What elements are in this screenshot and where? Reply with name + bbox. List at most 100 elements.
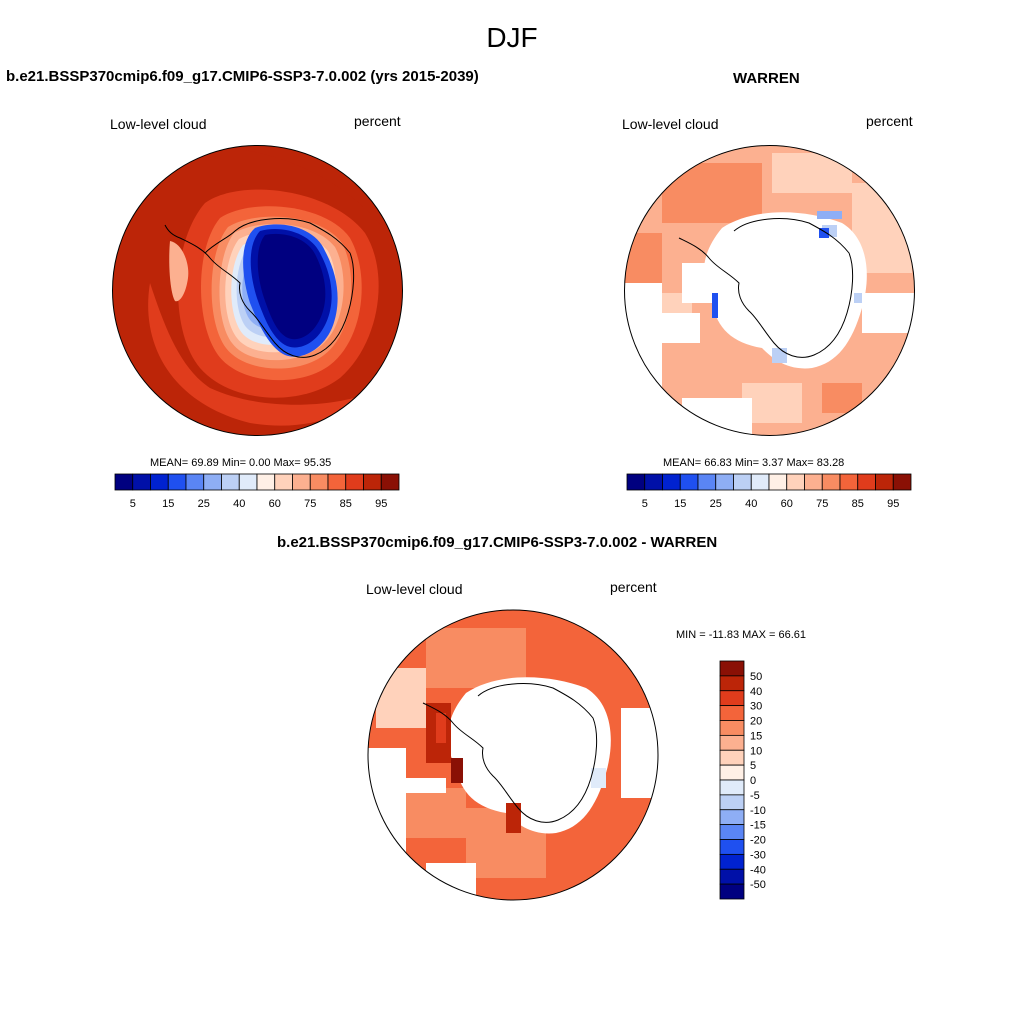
obs-colorbar-box (768, 473, 788, 491)
diff-polar-map (367, 609, 659, 901)
diff-colorbar-tick-label: -20 (750, 835, 766, 847)
model-colorbar-box (185, 473, 205, 491)
model-colorbar-box (380, 473, 400, 491)
model-colorbar-box (274, 473, 293, 491)
model-colorbar-box (221, 473, 240, 491)
diff-colorbar-box (719, 720, 745, 736)
diff-colorbar-tick-label: -5 (750, 790, 760, 802)
model-colorbar-tick-label: 75 (304, 498, 316, 510)
model-colorbar-box (114, 473, 134, 491)
figure-title: DJF (486, 22, 538, 53)
model-colorbar-ticks: 5 15 25 40 60 75 85 95 (130, 498, 388, 510)
model-colorbar-box (363, 473, 382, 491)
diff-colorbar-box (719, 779, 745, 796)
model-colorbar-box (203, 473, 222, 491)
obs-colorbar-box (715, 473, 734, 491)
diff-colorbar-box (719, 824, 745, 840)
model-colorbar-tick-label: 95 (375, 498, 387, 510)
obs-variable-label: Low-level cloud (622, 116, 719, 132)
diff-colorbar-tick-label: -40 (750, 864, 766, 876)
diff-colorbar-box (719, 764, 745, 781)
model-variable-label: Low-level cloud (110, 116, 207, 132)
diff-colorbar-box (719, 690, 745, 707)
model-colorbar-tick-label: 40 (233, 498, 245, 510)
obs-colorbar-box (786, 473, 805, 491)
diff-colorbar-tick-label: -15 (750, 820, 766, 832)
diff-colorbar-tick-label: 50 (750, 671, 762, 683)
diff-colorbar-box (719, 675, 745, 692)
model-colorbar-box (167, 473, 187, 491)
obs-polar-map (624, 145, 915, 436)
diff-colorbar-box (719, 705, 745, 721)
model-stats: MEAN= 69.89 Min= 0.00 Max= 95.35 (150, 457, 332, 469)
obs-colorbar-box (662, 473, 681, 491)
model-colorbar-box (132, 473, 151, 491)
obs-colorbar-box (857, 473, 876, 491)
obs-colorbar-box (644, 473, 663, 491)
obs-colorbar-tick-label: 60 (781, 498, 793, 510)
model-colorbar-tick-label: 5 (130, 498, 136, 510)
diff-colorbar-box (719, 868, 745, 885)
diff-colorbar-box (719, 853, 745, 870)
model-colorbar-box (292, 473, 311, 491)
obs-colorbar-tick-label: 75 (816, 498, 828, 510)
model-colorbar: 5 15 25 40 60 75 85 95 (114, 473, 400, 510)
model-colorbar-tick-label: 25 (198, 498, 210, 510)
model-colorbar-box (327, 473, 347, 491)
diff-stats: MIN = -11.83 MAX = 66.61 (676, 629, 807, 641)
obs-colorbar-box (804, 473, 823, 491)
diff-colorbar-box (719, 749, 745, 766)
diff-variable-label: Low-level cloud (366, 581, 463, 597)
diff-colorbar-boxes (719, 660, 745, 900)
model-colorbar-tick-label: 60 (269, 498, 281, 510)
obs-colorbar-box (750, 473, 770, 491)
obs-colorbar-box (821, 473, 841, 491)
obs-colorbar-tick-label: 95 (887, 498, 899, 510)
diff-units-label: percent (610, 579, 657, 595)
diff-colorbar-tick-label: -30 (750, 849, 766, 861)
model-colorbar-box (150, 473, 169, 491)
obs-units-label: percent (866, 113, 913, 129)
diff-colorbar-tick-label: -10 (750, 805, 766, 817)
model-colorbar-tick-label: 85 (340, 498, 352, 510)
model-colorbar-box (309, 473, 329, 491)
obs-stats: MEAN= 66.83 Min= 3.37 Max= 83.28 (663, 457, 845, 469)
diff-colorbar-tick-label: -50 (750, 879, 766, 891)
obs-colorbar-tick-label: 5 (642, 498, 648, 510)
diff-colorbar-box (719, 794, 745, 811)
model-colorbar-boxes (114, 473, 400, 491)
model-colorbar-box (238, 473, 258, 491)
diff-colorbar-tick-label: 15 (750, 730, 762, 742)
model-colorbar-box (345, 473, 364, 491)
obs-colorbar-boxes (626, 473, 912, 491)
obs-colorbar-box (626, 473, 646, 491)
obs-colorbar-box (733, 473, 752, 491)
model-panel-title: b.e21.BSSP370cmip6.f09_g17.CMIP6-SSP3-7.… (6, 68, 479, 85)
obs-colorbar-box (839, 473, 859, 491)
obs-colorbar-tick-label: 15 (674, 498, 686, 510)
obs-panel-title: WARREN (733, 70, 800, 87)
obs-colorbar-box (697, 473, 717, 491)
model-colorbar-tick-label: 15 (162, 498, 174, 510)
obs-colorbar-tick-label: 85 (852, 498, 864, 510)
obs-colorbar-ticks: 5 15 25 40 60 75 85 95 (642, 498, 900, 510)
diff-colorbar-tick-label: 20 (750, 716, 762, 728)
diff-colorbar-tick-label: 0 (750, 775, 756, 787)
diff-colorbar-box (719, 809, 745, 826)
model-colorbar-box (256, 473, 276, 491)
diff-colorbar-tick-label: 30 (750, 701, 762, 713)
diff-colorbar-box (719, 883, 745, 900)
diff-colorbar-tick-label: 40 (750, 686, 762, 698)
obs-colorbar-box (892, 473, 912, 491)
diff-colorbar-tick-label: 10 (750, 745, 762, 757)
obs-colorbar-box (875, 473, 894, 491)
model-polar-map (112, 145, 403, 436)
obs-colorbar: 5 15 25 40 60 75 85 95 (626, 473, 912, 510)
model-units-label: percent (354, 113, 401, 129)
diff-colorbar-box (719, 734, 745, 751)
obs-colorbar-tick-label: 40 (745, 498, 757, 510)
obs-colorbar-box (679, 473, 699, 491)
diff-panel-title: b.e21.BSSP370cmip6.f09_g17.CMIP6-SSP3-7.… (277, 534, 718, 551)
